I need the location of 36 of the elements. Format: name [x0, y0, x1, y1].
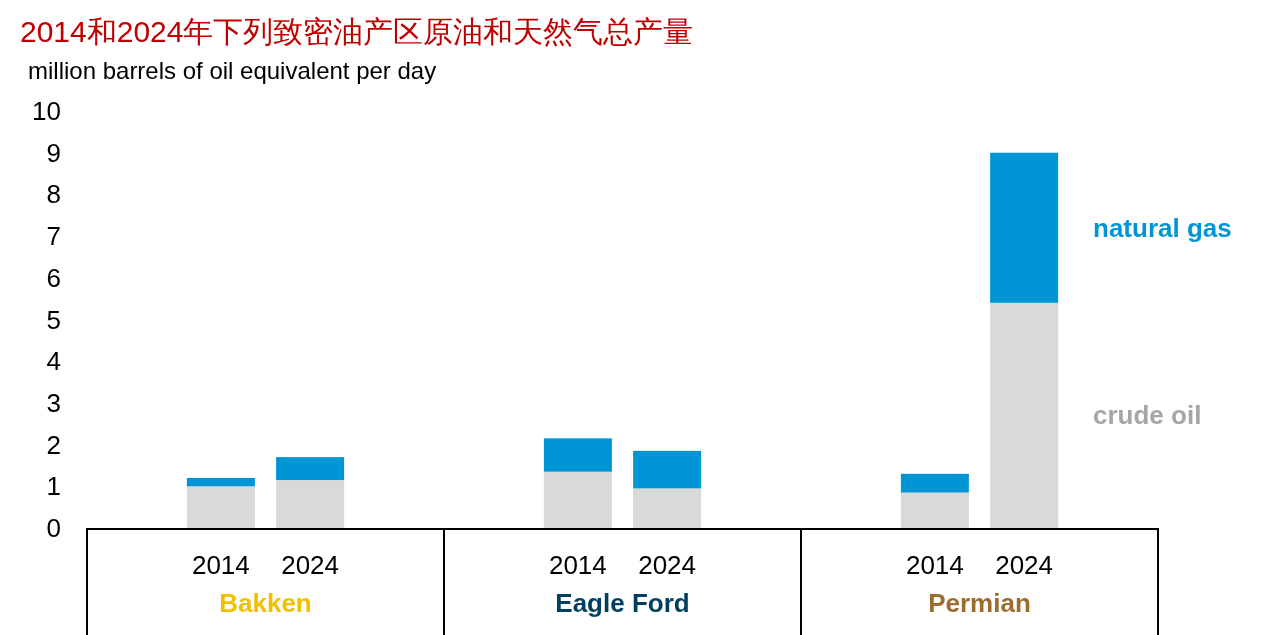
text: Eagle Ford	[555, 588, 690, 618]
bar	[543, 438, 612, 472]
bar	[990, 152, 1059, 303]
bar	[543, 471, 612, 528]
y-tick-label: 1	[46, 471, 61, 502]
y-tick-label: 4	[46, 346, 61, 377]
text: Permian	[928, 588, 1031, 618]
y-tick-label: 3	[46, 387, 61, 418]
bar	[633, 450, 702, 489]
series-label: crude oil	[1093, 400, 1202, 431]
x-tick-label: 2014	[548, 550, 607, 580]
bar	[633, 488, 702, 528]
bar	[186, 477, 255, 487]
x-tick-label: 2024	[281, 550, 340, 580]
x-tick-label: 2024	[995, 550, 1054, 580]
y-tick-label: 10	[32, 96, 61, 126]
y-tick-label: 5	[46, 304, 61, 335]
text: Bakken	[219, 588, 312, 618]
y-tick-label: 9	[46, 137, 61, 168]
y-axis-title: million barrels of oil equivalent per day	[28, 57, 437, 84]
y-tick-label: 2	[46, 429, 61, 460]
bar	[276, 457, 345, 481]
series-label: natural gas	[1093, 212, 1232, 243]
chart-title: 2014和2024年下列致密油产区原油和天然气总产量	[20, 15, 694, 48]
x-tick-label: 2014	[191, 550, 250, 580]
bar	[186, 486, 255, 528]
y-tick-label: 6	[46, 262, 61, 293]
bar	[990, 302, 1059, 528]
bar	[900, 492, 969, 528]
bar	[900, 473, 969, 493]
y-tick-label: 0	[46, 513, 61, 543]
bar	[276, 480, 345, 528]
y-tick-label: 7	[46, 221, 61, 252]
x-tick-label: 2014	[905, 550, 964, 580]
y-tick-label: 8	[46, 179, 61, 210]
x-tick-label: 2024	[638, 550, 697, 580]
